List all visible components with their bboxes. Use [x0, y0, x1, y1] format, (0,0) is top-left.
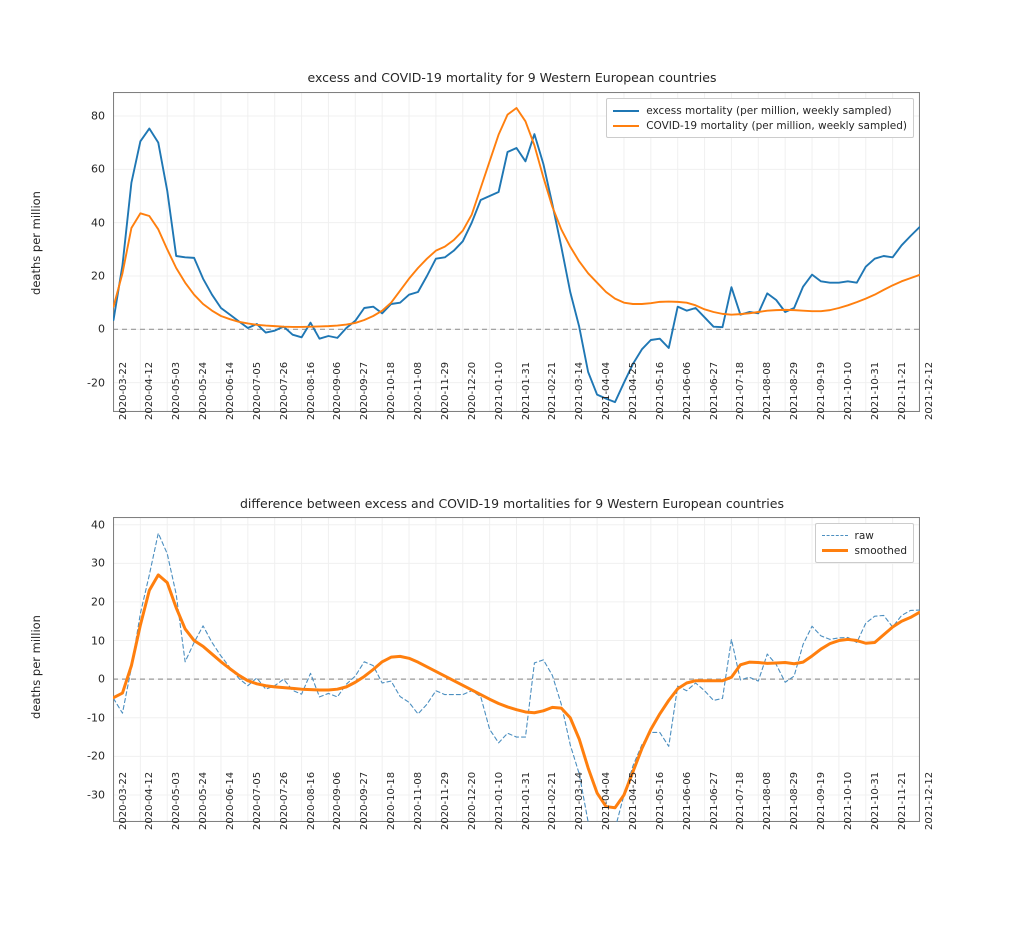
legend-item-covid: COVID-19 mortality (per million, weekly …	[613, 118, 907, 133]
x-tick-label: 2020-09-27	[359, 361, 371, 420]
x-tick-label: 2020-12-20	[466, 771, 478, 830]
x-tick-label: 2021-02-21	[547, 771, 559, 830]
y-tick-label: 40	[91, 216, 105, 230]
x-tick-label: 2021-01-31	[520, 361, 532, 420]
x-tick-label: 2020-06-14	[224, 361, 236, 420]
x-tick-label: 2021-07-18	[735, 361, 747, 420]
x-tick-label: 2021-06-06	[681, 361, 693, 420]
y-tick-label: 40	[91, 518, 105, 532]
legend-label-covid: COVID-19 mortality (per million, weekly …	[646, 119, 907, 132]
legend-item-raw: raw	[821, 528, 907, 543]
plot-area-bottom: raw smoothed 40 30 20 10 0 -10 -20 -30 2020-03-2…	[87, 517, 935, 830]
y-tick-label: -10	[87, 711, 105, 725]
x-tick-label: 2021-12-12	[923, 361, 935, 420]
x-tick-label: 2021-07-18	[735, 771, 747, 830]
legend-swatch-covid-line	[613, 124, 640, 127]
x-tick-label: 2020-11-29	[439, 361, 451, 420]
plot-area-top: excess mortality (per million, weekly sa…	[87, 92, 935, 420]
x-tick-label: 2020-06-14	[224, 771, 236, 830]
legend-item-smoothed: smoothed	[821, 543, 907, 558]
legend-label-raw: raw	[854, 529, 874, 542]
x-tick-label: 2020-03-22	[117, 361, 129, 420]
x-tick-label: 2021-06-06	[681, 771, 693, 830]
x-tick-label: 2020-05-03	[171, 771, 183, 830]
x-tick-label: 2020-11-29	[439, 771, 451, 830]
x-tick-label: 2021-01-31	[520, 771, 532, 830]
y-tick-label: 10	[91, 634, 105, 648]
x-tick-label: 2021-03-14	[574, 361, 586, 420]
chart-title-bottom: difference between excess and COVID-19 m…	[240, 496, 784, 511]
x-tick-label: 2020-08-16	[305, 361, 317, 420]
x-tick-label: 2020-11-08	[413, 771, 425, 830]
x-tick-label: 2020-10-18	[386, 361, 398, 420]
y-tick-label: -20	[87, 749, 105, 763]
legend-item-excess: excess mortality (per million, weekly sa…	[613, 103, 907, 118]
x-tick-label: 2021-06-27	[708, 361, 720, 420]
x-tick-label: 2021-05-16	[654, 771, 666, 830]
x-tick-label: 2021-03-14	[574, 771, 586, 830]
x-tick-label: 2021-04-25	[627, 361, 639, 420]
x-tick-label: 2021-08-08	[762, 361, 774, 420]
x-tick-label: 2020-04-12	[144, 771, 156, 830]
x-tick-label: 2020-07-26	[278, 361, 290, 420]
x-tick-label: 2021-11-21	[896, 771, 908, 830]
x-tick-label: 2021-10-10	[842, 361, 854, 420]
x-tick-label: 2021-10-31	[869, 771, 881, 830]
x-tick-label: 2021-09-19	[816, 771, 828, 830]
x-tick-label: 2020-04-12	[144, 361, 156, 420]
legend-label-excess: excess mortality (per million, weekly sa…	[646, 104, 892, 117]
x-tick-label: 2021-05-16	[654, 361, 666, 420]
y-axis-label-top: deaths per million	[28, 191, 43, 295]
x-tick-label: 2020-07-05	[251, 361, 263, 420]
x-tick-label: 2021-04-04	[601, 361, 613, 420]
x-tick-label: 2021-02-21	[547, 361, 559, 420]
y-axis-label-bottom: deaths per million	[28, 615, 43, 719]
x-tick-label: 2020-11-08	[413, 361, 425, 420]
y-tick-label: 80	[91, 109, 105, 123]
y-tick-label: 60	[91, 162, 105, 176]
x-tick-label: 2021-09-19	[816, 361, 828, 420]
y-tick-label: 0	[98, 672, 105, 686]
x-tick-label: 2020-10-18	[386, 771, 398, 830]
x-tick-label: 2020-09-06	[332, 771, 344, 830]
legend-top: excess mortality (per million, weekly sa…	[606, 98, 914, 138]
x-tick-label: 2020-07-05	[251, 771, 263, 830]
x-tick-label: 2021-10-31	[869, 361, 881, 420]
x-tick-label: 2021-01-10	[493, 771, 505, 830]
x-tick-label: 2021-04-04	[601, 771, 613, 830]
x-tick-label: 2020-08-16	[305, 771, 317, 830]
x-tick-label: 2021-08-29	[789, 361, 801, 420]
legend-label-smoothed: smoothed	[854, 544, 907, 557]
legend-bottom: raw smoothed	[814, 523, 914, 563]
x-tick-label: 2021-10-10	[842, 771, 854, 830]
y-tick-label: -30	[87, 788, 105, 802]
x-tick-label: 2020-12-20	[466, 361, 478, 420]
x-tick-label: 2021-06-27	[708, 771, 720, 830]
x-tick-label: 2020-09-27	[359, 771, 371, 830]
y-tick-label: 20	[91, 595, 105, 609]
x-tick-label: 2021-08-08	[762, 771, 774, 830]
legend-swatch-raw-line	[821, 535, 848, 536]
x-tick-label: 2020-05-24	[198, 361, 210, 420]
x-tick-label: 2020-03-22	[117, 771, 129, 830]
x-tick-label: 2021-01-10	[493, 361, 505, 420]
y-tick-label: 0	[98, 322, 105, 336]
x-tick-label: 2021-11-21	[896, 361, 908, 420]
x-tick-label: 2021-12-12	[923, 771, 935, 830]
line-chart-top	[113, 92, 920, 412]
x-tick-label: 2020-07-26	[278, 771, 290, 830]
y-tick-label: 30	[91, 556, 105, 570]
y-tick-label: 20	[91, 269, 105, 283]
line-chart-bottom	[113, 517, 920, 822]
legend-swatch-excess-line	[613, 109, 640, 112]
chart-title-top: excess and COVID-19 mortality for 9 West…	[307, 70, 717, 85]
legend-swatch-smoothed-line	[821, 549, 848, 552]
x-tick-label: 2021-08-29	[789, 771, 801, 830]
x-tick-label: 2020-09-06	[332, 361, 344, 420]
y-tick-label: -20	[87, 376, 105, 390]
x-tick-label: 2020-05-24	[198, 771, 210, 830]
x-tick-label: 2020-05-03	[171, 361, 183, 420]
x-tick-label: 2021-04-25	[627, 771, 639, 830]
